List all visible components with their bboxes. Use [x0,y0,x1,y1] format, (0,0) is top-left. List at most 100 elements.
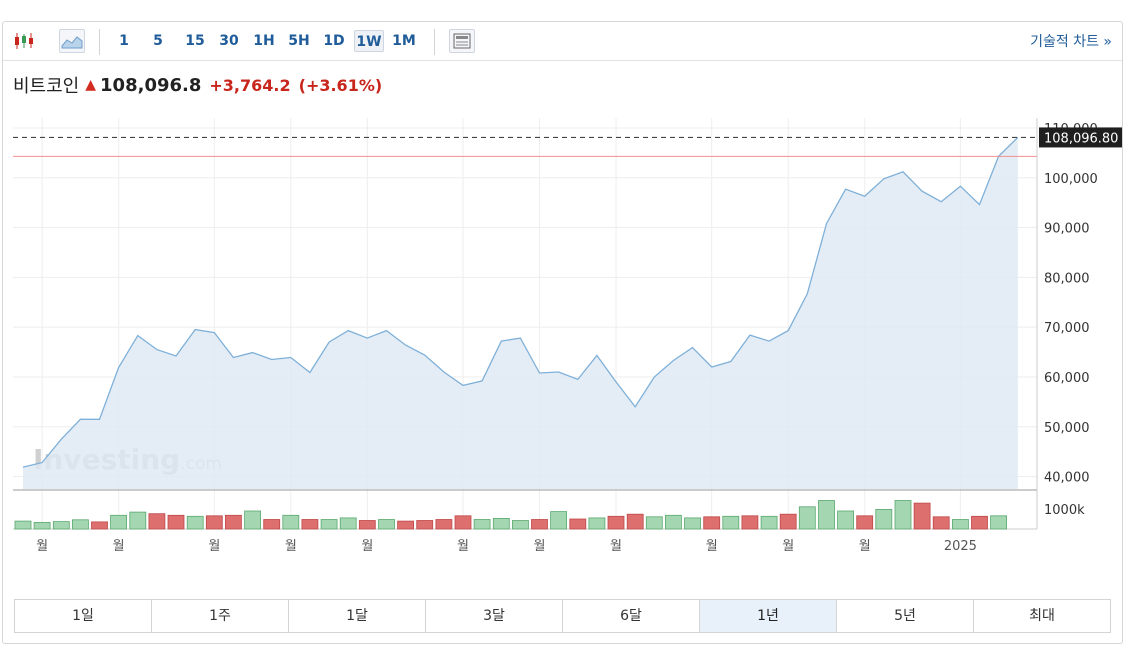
price-change: +3,764.2 [209,75,291,95]
x-tick-label: 월 [36,539,48,554]
x-tick-label: 월 [782,539,794,554]
x-tick-label: 2025 [944,539,977,554]
volume-bar [569,518,587,530]
x-tick-label: 월 [457,539,469,554]
period-1w[interactable]: 1주 [152,600,289,632]
period-max[interactable]: 최대 [1029,608,1055,624]
volume-bar [607,515,625,530]
volume-bar [798,506,816,530]
period-3m[interactable]: 3달 [426,600,563,632]
y-tick-label: 90,000 [1044,222,1090,237]
volume-bar [416,520,434,530]
volume-bar [913,502,931,530]
chart-widget: 1 5 15 30 1H 5H 1D 1W 1M 기술적 차트 » 비트코인 ▲… [2,21,1123,644]
volume-bar [473,519,491,530]
volume-bar [167,514,185,530]
volume-bar [378,519,395,530]
volume-bar [875,508,893,530]
interval-15[interactable]: 15 [185,33,205,49]
x-tick-label: 월 [610,539,622,554]
volume-bar [818,500,835,530]
toolbar-divider [99,29,100,55]
interval-5h[interactable]: 5H [288,33,310,49]
volume-bar [492,517,510,530]
volume-bar [626,513,644,530]
volume-bar [14,520,32,530]
price-change-percent: (+3.61%) [298,75,383,95]
volume-bar [358,520,376,530]
volume-bar [435,519,453,530]
x-tick-label: 월 [534,539,546,554]
x-tick-label: 월 [361,539,373,554]
x-tick-label: 월 [285,539,297,554]
volume-bar [760,515,778,530]
interval-1d[interactable]: 1D [323,33,345,49]
news-layout-icon[interactable] [449,29,475,53]
volume-bar [301,519,319,530]
volume-bar [511,520,529,530]
volume-bar [971,515,988,530]
price-line [22,136,1019,468]
volume-bar [779,513,797,530]
instrument-name: 비트코인 [13,76,80,97]
toolbar-divider [434,29,435,55]
volume-bar [33,521,51,530]
volume-bar [320,519,338,530]
candlestick-icon[interactable] [11,29,37,53]
last-price: 108,096.8 [100,74,202,96]
volume-bar [550,511,567,530]
chart-toolbar: 1 5 15 30 1H 5H 1D 1W 1M 기술적 차트 » [3,22,1122,61]
volume-bar [588,517,606,530]
volume-bar [932,516,950,530]
interval-5[interactable]: 5 [153,33,163,49]
period-5y[interactable]: 5년 [837,600,974,632]
volume-bar [263,519,281,530]
y-tick-label: 50,000 [1044,421,1090,436]
volume-bar [856,515,874,530]
period-1y[interactable]: 1년 [700,600,837,632]
volume-bar [148,513,166,530]
technical-chart-link[interactable]: 기술적 차트 » [1030,34,1112,50]
volume-bar [397,520,415,530]
volume-bar [703,516,721,530]
volume-bar [645,516,663,530]
volume-bar [990,515,1007,530]
volume-bar [72,519,89,530]
last-price-tag [1039,127,1122,148]
volume-bar [52,521,70,530]
volume-bar [91,521,108,530]
volume-bar [129,511,147,530]
volume-bar [722,515,740,530]
interval-1[interactable]: 1 [119,33,129,49]
quote-header: 비트코인 ▲ 108,096.8 +3,764.2 (+3.61%) [13,73,390,98]
interval-1w[interactable]: 1W [354,30,384,52]
x-tick-label: 월 [113,539,125,554]
y-tick-label: 40,000 [1044,471,1090,486]
volume-bar [531,519,548,530]
interval-30[interactable]: 30 [219,33,239,49]
x-tick-label: 월 [208,539,220,554]
volume-bar [244,510,262,530]
volume-bar [186,515,204,530]
area-chart-icon[interactable] [59,29,85,53]
period-1d[interactable]: 1일 [15,600,152,632]
volume-bar [224,514,242,530]
interval-1h[interactable]: 1H [253,33,275,49]
period-selector: 1일 1주 1달 3달 6달 1년 5년 최대 [14,599,1111,633]
last-price-tag-label: 108,096.80 [1044,131,1118,146]
interval-1m[interactable]: 1M [392,33,416,49]
volume-bar [339,517,357,530]
period-6m[interactable]: 6달 [563,600,700,632]
price-chart[interactable]: Investing.com40,00050,00060,00070,00080,… [3,22,1122,562]
y-tick-label: 80,000 [1044,271,1090,286]
volume-bar [684,517,701,530]
y-tick-label: 100,000 [1044,172,1098,187]
volume-bar [894,500,912,530]
volume-bar [205,515,223,530]
period-1m[interactable]: 1달 [289,600,426,632]
y-tick-label: 70,000 [1044,321,1090,336]
volume-bar [837,510,854,530]
x-tick-label: 월 [859,539,871,554]
volume-bar [741,515,759,530]
x-tick-label: 월 [706,539,718,554]
